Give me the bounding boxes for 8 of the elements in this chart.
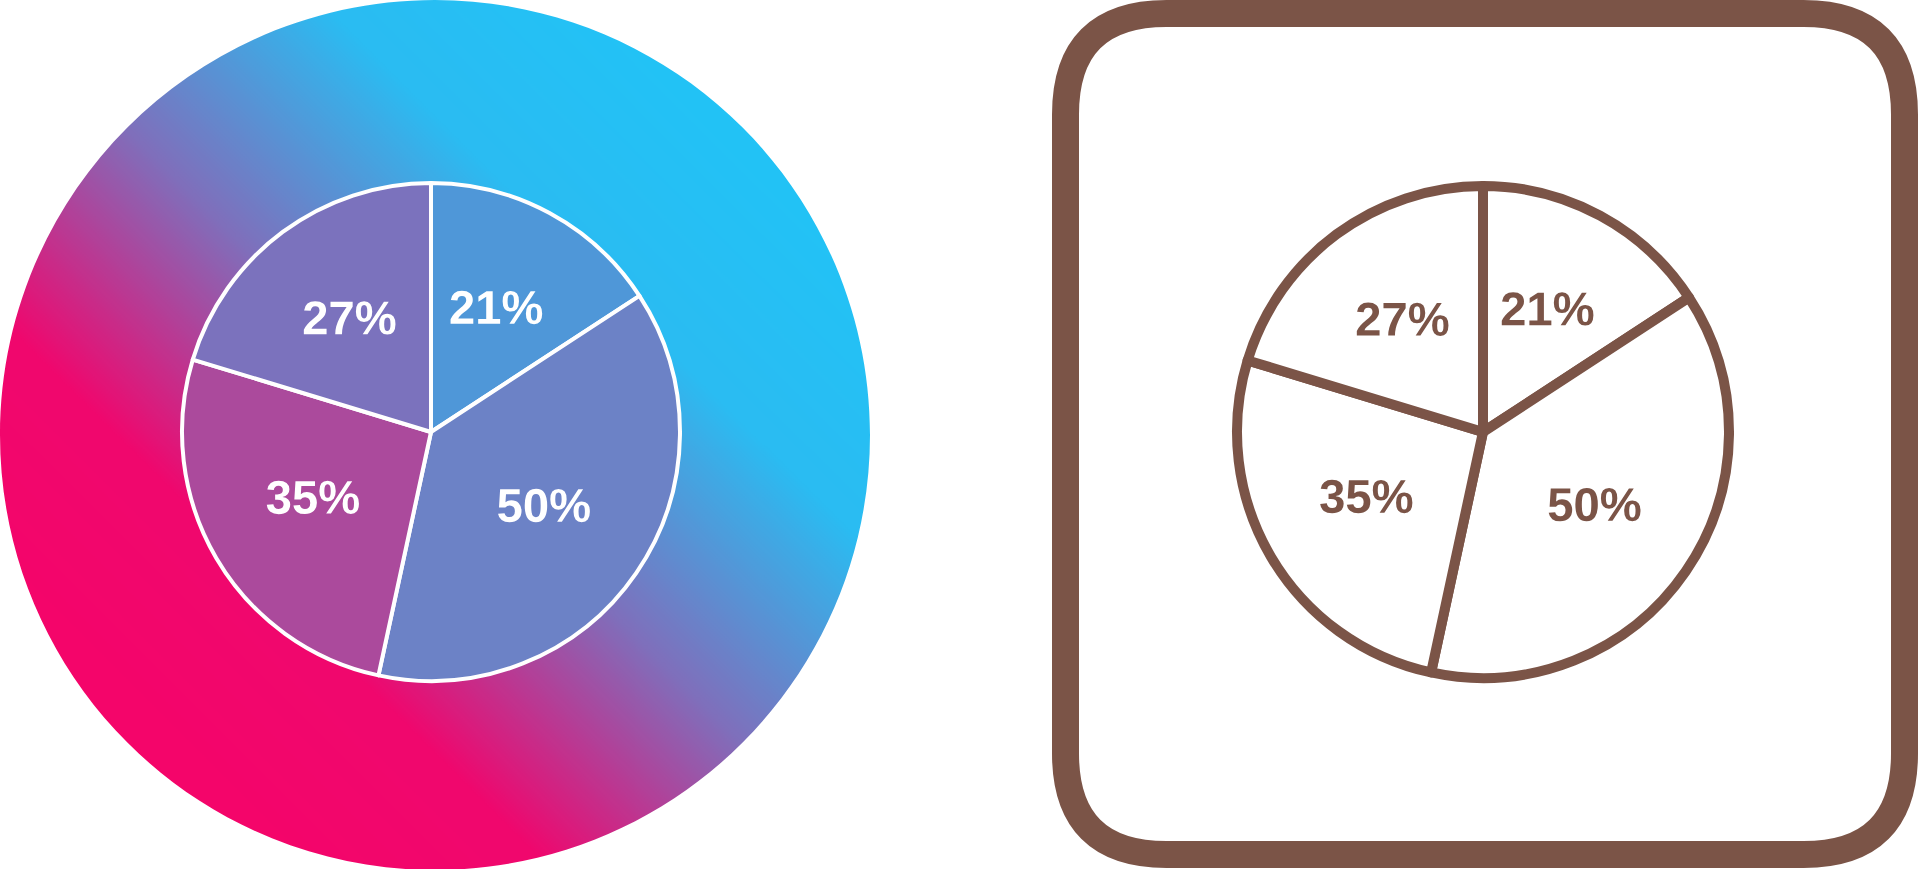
- data-label: 21%: [450, 290, 543, 325]
- data-label: 27%: [1356, 302, 1449, 336]
- data-label: 50%: [498, 488, 590, 523]
- data-label: 50%: [1548, 487, 1641, 522]
- data-label: 21%: [1501, 292, 1594, 326]
- data-label: 35%: [1320, 479, 1413, 514]
- data-label: 27%: [303, 301, 396, 335]
- data-label: 35%: [266, 480, 359, 515]
